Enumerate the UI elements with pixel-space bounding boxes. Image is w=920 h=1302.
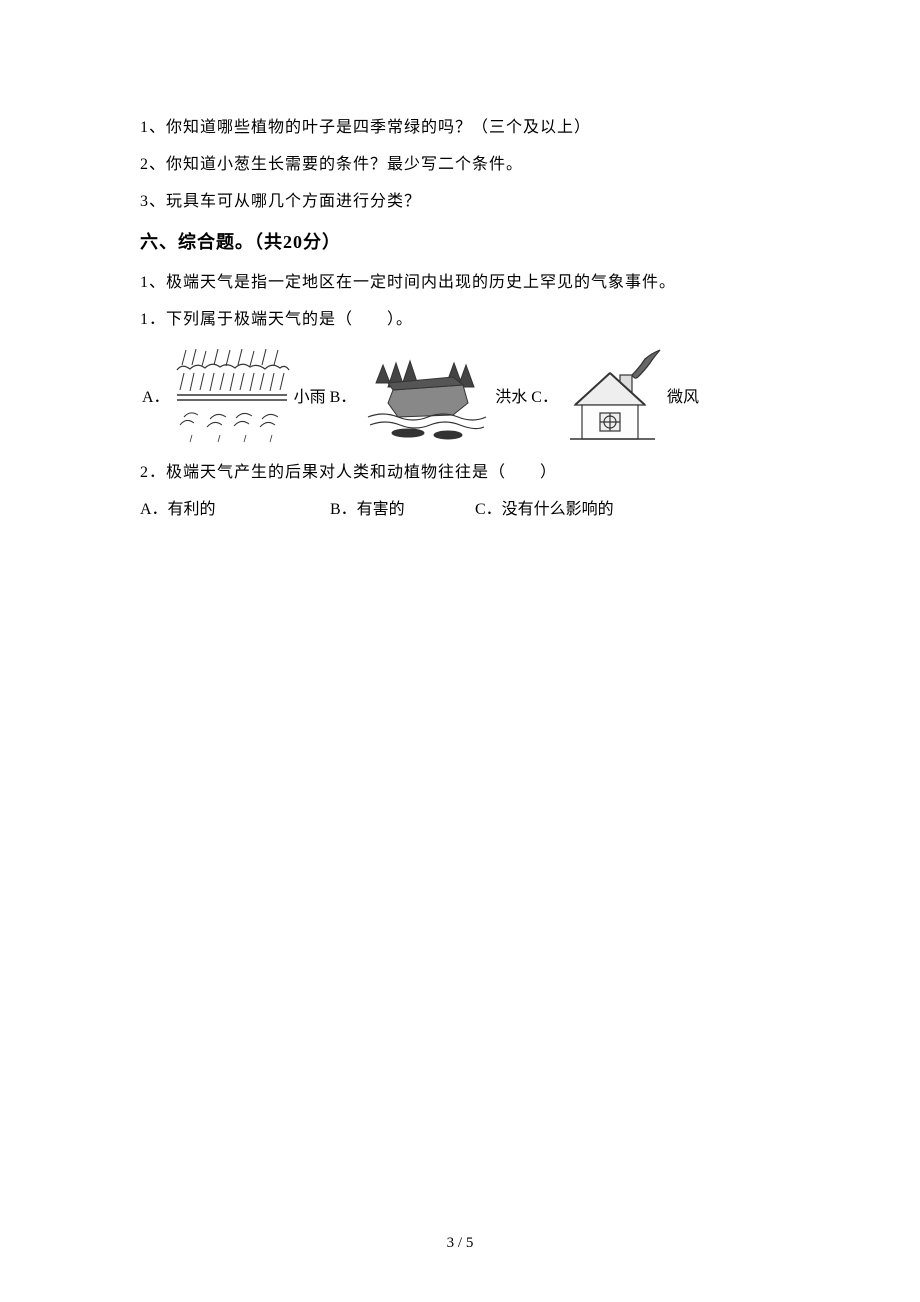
breeze-house-sketch-icon bbox=[560, 345, 665, 445]
sub-question-2-options: A．有利的 B．有害的 C．没有什么影响的 bbox=[140, 492, 780, 529]
option-a-label: A． bbox=[140, 383, 172, 407]
section-6-title: 六、综合题。（共20分） bbox=[140, 220, 780, 265]
option-c-text: 微风 bbox=[665, 383, 701, 407]
flood-sketch-icon bbox=[358, 345, 493, 445]
question-1: 1、你知道哪些植物的叶子是四季常绿的吗？（三个及以上） bbox=[140, 110, 780, 147]
option-c: C． 微风 bbox=[529, 345, 701, 445]
option-b-text: 洪水 bbox=[493, 383, 529, 407]
page-number: 3 / 5 bbox=[0, 1235, 920, 1252]
option-a-text: 小雨 bbox=[292, 383, 328, 407]
section-6-intro: 1、极端天气是指一定地区在一定时间内出现的历史上罕见的气象事件。 bbox=[140, 265, 780, 302]
rain-sketch-icon bbox=[172, 345, 292, 445]
option-b: B． 洪水 bbox=[328, 345, 530, 445]
question-3: 3、玩具车可从哪几个方面进行分类？ bbox=[140, 184, 780, 221]
option-2b: B．有害的 bbox=[330, 492, 475, 529]
sub-question-1-stem: 1．下列属于极端天气的是（ ）。 bbox=[140, 302, 780, 339]
option-a: A． bbox=[140, 345, 328, 445]
option-2a: A．有利的 bbox=[140, 492, 330, 529]
option-c-label: C． bbox=[529, 383, 560, 407]
question-2: 2、你知道小葱生长需要的条件？最少写二个条件。 bbox=[140, 147, 780, 184]
option-b-label: B． bbox=[328, 383, 359, 407]
option-2c: C．没有什么影响的 bbox=[475, 492, 614, 529]
sub-question-1-options: A． bbox=[140, 345, 780, 445]
sub-question-2-stem: 2．极端天气产生的后果对人类和动植物往往是（ ） bbox=[140, 455, 780, 492]
